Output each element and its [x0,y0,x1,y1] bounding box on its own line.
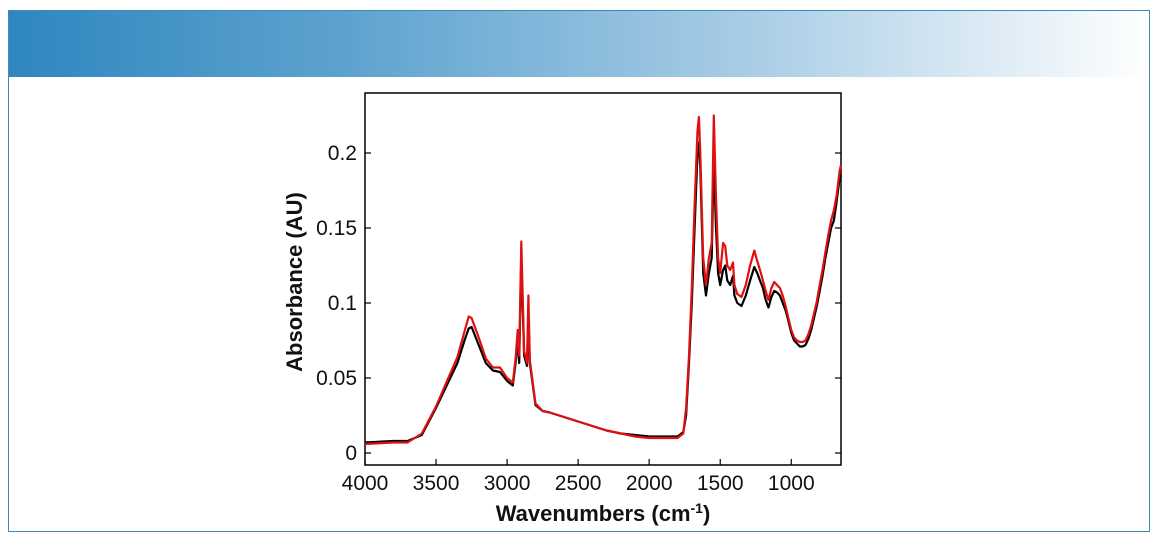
x-tick-label: 3000 [484,472,531,495]
x-tick-label: 1500 [697,472,744,495]
series-line-2 [364,114,843,446]
x-tick-label: 3500 [413,472,460,495]
y-tick-label: 0 [345,442,357,465]
x-tick-label: 2500 [555,472,602,495]
y-tick-label: 0.1 [328,292,357,315]
x-tick-label: 2000 [626,472,673,495]
header-gradient-band [9,11,1149,77]
y-axis-title: Absorbance (AU) [282,192,307,372]
series-line-1 [364,141,842,444]
y-tick-label: 0.05 [316,367,357,390]
x-axis-title-main: Wavenumbers (cm [496,501,691,526]
x-axis-title-superscript: -1 [691,500,704,516]
x-axis-ticks: 4000 3500 3000 2500 2000 1500 1000 [342,459,815,495]
x-axis-title: Wavenumbers (cm-1) [496,500,711,526]
y-tick-label: 0.2 [328,142,357,165]
x-tick-label: 1000 [768,472,815,495]
x-axis-title-suffix: ) [703,501,710,526]
y-tick-label: 0.15 [316,217,357,240]
y-axis-ticks: 0 0.05 0.1 0.15 0.2 [316,142,841,465]
x-tick-label: 4000 [342,472,389,495]
series-layer [364,114,843,446]
